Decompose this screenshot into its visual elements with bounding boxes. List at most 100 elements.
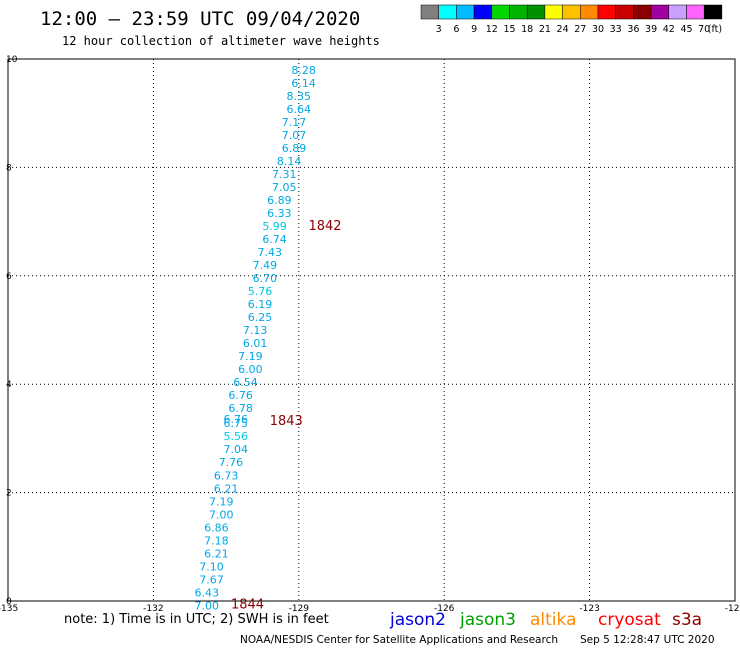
x-tick-label: -120	[725, 604, 740, 614]
satellite-cryosat: cryosat	[598, 610, 661, 630]
legend-label: 45	[680, 24, 692, 35]
wave-height-label: 6.25	[248, 311, 273, 324]
x-tick-label: -135	[0, 604, 18, 614]
wave-height-label: 6.73	[214, 469, 239, 482]
legend-swatch	[650, 4, 670, 20]
x-tick-label: -129	[289, 604, 310, 614]
legend-swatch	[597, 4, 616, 20]
wave-height-label: 7.07	[282, 129, 307, 142]
legend-label: 39	[645, 24, 657, 35]
legend-swatch	[473, 4, 493, 20]
legend-label: 70	[698, 24, 710, 35]
legend-swatch	[491, 4, 510, 20]
wave-height-label: 7.13	[243, 324, 268, 337]
wave-height-label: 6.74	[262, 233, 287, 246]
wave-height-label: 6.14	[291, 77, 316, 90]
wave-height-label: 7.10	[199, 560, 224, 573]
wave-height-label: 7.76	[219, 456, 244, 469]
legend-swatch	[615, 4, 634, 20]
legend-label: (ft)	[708, 24, 722, 35]
wave-height-label: 6.75	[224, 417, 249, 430]
wave-height-label: 6.70	[253, 272, 278, 285]
wave-height-label: 6.76	[224, 413, 249, 426]
wave-height-label: 7.05	[272, 181, 297, 194]
wave-height-label: 6.00	[238, 363, 263, 376]
wave-height-label: 6.54	[233, 376, 258, 389]
wave-height-label: 6.43	[194, 586, 219, 599]
footer-note: note: 1) Time is in UTC; 2) SWH is in fe…	[64, 612, 329, 627]
wave-height-label: 7.43	[257, 246, 282, 259]
y-tick-label: 10	[6, 55, 18, 65]
satellite-jason3: jason3	[460, 610, 516, 630]
wave-height-label: 5.56	[224, 430, 249, 443]
wave-height-label: 6.78	[228, 402, 253, 415]
y-tick-label: 2	[6, 489, 12, 499]
pass-label: 1844	[231, 597, 264, 612]
legend-label: 12	[486, 24, 498, 35]
legend-label: 33	[610, 24, 622, 35]
wave-height-label: 7.31	[272, 168, 297, 181]
legend-label: 6	[453, 24, 459, 35]
legend-swatch	[526, 4, 546, 20]
legend-label: 3	[436, 24, 442, 35]
chart-title: 12:00 – 23:59 UTC 09/04/2020	[40, 8, 361, 30]
wave-height-label: 6.89	[282, 142, 307, 155]
x-tick-label: -126	[434, 604, 455, 614]
x-tick-label: -132	[143, 604, 163, 614]
footer-credit: NOAA/NESDIS Center for Satellite Applica…	[240, 634, 558, 646]
pass-label: 1842	[308, 219, 341, 234]
wave-height-label: 6.21	[204, 547, 229, 560]
legend-swatch	[686, 4, 705, 20]
wave-height-label: 6.86	[204, 521, 229, 534]
legend-label: 24	[557, 24, 569, 35]
wave-height-label: 7.19	[238, 350, 263, 363]
wave-height-label: 7.00	[209, 508, 234, 521]
wave-height-label: 7.17	[282, 116, 307, 129]
legend-label: 15	[503, 24, 515, 35]
legend-label: 30	[592, 24, 604, 35]
footer-timestamp: Sep 5 12:28:47 UTC 2020	[580, 634, 715, 646]
legend-swatch	[703, 4, 723, 20]
y-tick-label: 6	[6, 272, 12, 282]
satellite-altika: altika	[530, 610, 577, 630]
plot-frame	[7, 58, 736, 602]
wave-height-label: 7.00	[194, 599, 219, 612]
legend-swatch	[544, 4, 563, 20]
wave-height-label: 6.21	[214, 482, 239, 495]
wave-height-label: 6.64	[287, 103, 312, 116]
wave-height-label: 6.76	[228, 389, 253, 402]
legend-swatch	[456, 4, 475, 20]
legend-label: 27	[574, 24, 586, 35]
pass-label: 1843	[270, 414, 303, 429]
x-tick-label: -123	[579, 604, 599, 614]
satellite-s3a: s3a	[672, 610, 703, 630]
legend-label: 42	[663, 24, 675, 35]
legend-swatch	[509, 4, 528, 20]
wave-height-label: 8.35	[287, 90, 312, 103]
legend-swatch	[633, 4, 652, 20]
wave-height-label: 7.67	[199, 573, 224, 586]
legend-swatch	[668, 4, 687, 20]
satellite-jason2: jason2	[390, 610, 446, 630]
wave-height-label: 7.19	[209, 495, 234, 508]
y-tick-label: 8	[6, 163, 12, 173]
wave-height-label: 8.28	[291, 64, 316, 77]
y-tick-label: 0	[6, 597, 12, 607]
legend-swatch	[420, 4, 439, 20]
wave-height-label: 6.19	[248, 298, 273, 311]
legend-swatch	[562, 4, 581, 20]
wave-height-label: 7.18	[204, 534, 229, 547]
wave-height-label: 6.33	[267, 207, 292, 220]
y-tick-label: 4	[6, 380, 12, 390]
legend-label: 36	[627, 24, 639, 35]
wave-height-label: 8.14	[277, 155, 302, 168]
legend-label: 18	[521, 24, 533, 35]
legend-label: 9	[471, 24, 477, 35]
legend-swatch	[438, 4, 457, 20]
legend-swatch	[580, 4, 599, 20]
chart-subtitle: 12 hour collection of altimeter wave hei…	[62, 34, 380, 48]
wave-height-label: 6.89	[267, 194, 292, 207]
wave-height-label: 7.49	[253, 259, 278, 272]
wave-height-label: 5.76	[248, 285, 273, 298]
